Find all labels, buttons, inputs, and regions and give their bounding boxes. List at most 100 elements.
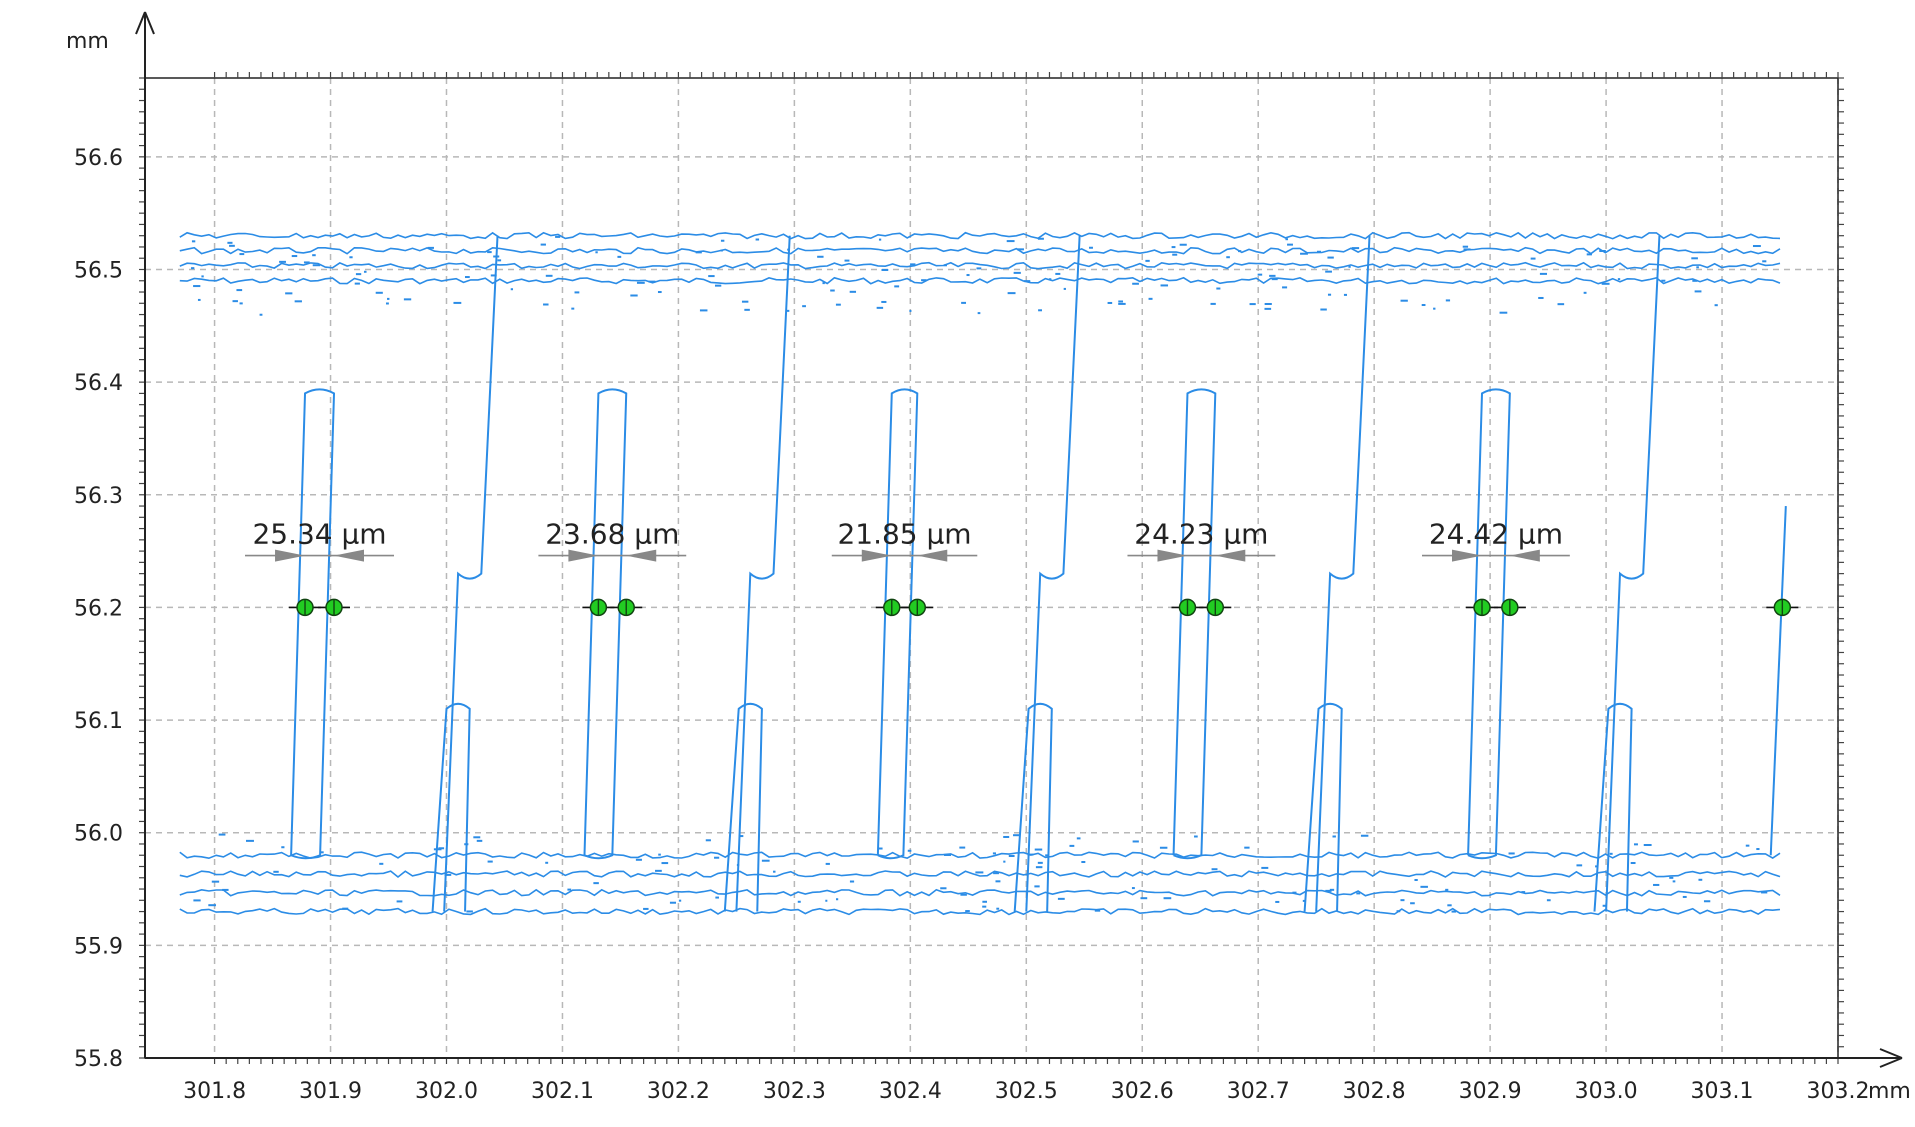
contour-noise [1132, 840, 1139, 843]
contour-noise [1264, 307, 1272, 310]
contour-finger-down [443, 235, 499, 912]
contour-noise [755, 238, 760, 241]
contour-noise [1752, 245, 1761, 248]
contour-noise [844, 259, 850, 262]
contour-noise [1118, 302, 1126, 305]
contour-noise [1633, 843, 1638, 846]
contour-noise [658, 853, 661, 856]
contour-noise [574, 291, 580, 294]
contour-noise [1035, 866, 1043, 869]
contour-top-edge [179, 246, 1781, 255]
contour-noise [894, 285, 900, 288]
contour-tooth [1172, 388, 1217, 860]
contour-noise [1583, 291, 1587, 294]
contour-noise [1538, 296, 1544, 299]
contour-noise [245, 839, 254, 842]
contour-noise [1172, 253, 1178, 256]
contour-noise [1617, 278, 1621, 281]
contour-noise [617, 255, 622, 258]
contour-noise [773, 870, 776, 873]
contour-noise [1530, 257, 1536, 260]
contour-noise [1325, 270, 1332, 273]
contour-noise [396, 900, 403, 903]
contour-noise [1400, 299, 1408, 302]
axes: 301.8 301.9 302.0 302.1 302.2 302.3 302.4 302.5… [74, 11, 1903, 1104]
contour-noise [1669, 876, 1674, 879]
contour-noise [487, 251, 492, 254]
contour-noise [877, 847, 883, 850]
contour-noise [545, 861, 549, 864]
contour-noise [1017, 248, 1024, 251]
contour-noise [1691, 257, 1698, 260]
contour-noise [281, 846, 285, 849]
contour-noise [1325, 889, 1332, 892]
contour-noise [1599, 249, 1606, 252]
contour-noise [510, 288, 514, 291]
contour-noise [375, 291, 383, 294]
contour-noise [761, 859, 770, 862]
contour-noise [294, 300, 302, 303]
contour-noise [545, 274, 553, 277]
contour-noise [1327, 256, 1334, 259]
contour-noise [736, 864, 740, 867]
contour-noise [881, 300, 887, 303]
contour-noise [1447, 904, 1452, 907]
contour-noise [878, 238, 882, 241]
contour-noise [1257, 273, 1263, 276]
x-tick-label: 302.5 [995, 1079, 1058, 1104]
y-tick-label: 56.3 [74, 484, 123, 509]
contour-noise [444, 873, 452, 876]
contour-noise [1094, 909, 1101, 912]
contour-noise [232, 300, 238, 303]
dimension-arrow-left [1452, 549, 1483, 562]
x-tick-label: 303.0 [1575, 1079, 1638, 1104]
contour-noise [944, 853, 952, 856]
contour-noise [836, 898, 839, 901]
contour-noise [1069, 844, 1075, 847]
contour-noise [825, 899, 828, 902]
contour-noise [695, 251, 702, 254]
contour-noise [291, 255, 298, 258]
contour-noise [1249, 303, 1256, 306]
contour-noise [379, 862, 384, 865]
contour-noise [1003, 835, 1010, 838]
x-tick-label: 301.8 [183, 1079, 246, 1104]
contour-noise [1343, 293, 1348, 296]
measurement-label: 24.42 µm [1429, 518, 1563, 551]
dimension-arrow-right [917, 549, 948, 562]
contour-noise [982, 900, 987, 903]
contour-finger-up [431, 702, 471, 912]
contour-bottom-edge [179, 907, 1781, 916]
contour-noise [1013, 834, 1021, 837]
contour-noise [1244, 846, 1250, 849]
contour-noise [259, 313, 263, 316]
contour-noise [1140, 897, 1148, 900]
contour-noise [1420, 885, 1428, 888]
contour-noise [493, 255, 500, 258]
contour-noise [849, 880, 855, 883]
contour-noise [1682, 895, 1687, 898]
contour-noise [966, 274, 970, 277]
contour-noise [1055, 272, 1061, 275]
contour-noise [1145, 259, 1150, 262]
contour-noise [1462, 245, 1469, 248]
contour-noise [1013, 271, 1021, 274]
contour-noise [1261, 866, 1269, 869]
contour-noise [1076, 837, 1081, 840]
contour-noise [1037, 237, 1044, 240]
contour-noise [965, 910, 970, 913]
contour-noise [1410, 902, 1415, 905]
dimension-arrow-right [626, 549, 657, 562]
contour-noise [1118, 300, 1124, 303]
contour-noise [744, 308, 750, 311]
contour-noise [1601, 282, 1610, 285]
contour-tooth [876, 388, 919, 860]
y-tick-label: 56.1 [74, 709, 123, 734]
x-axis-unit-label: mm [1868, 1079, 1911, 1104]
contour-noise [715, 896, 719, 899]
contour-noise [635, 858, 642, 861]
contour-noise [555, 235, 561, 238]
contour-noise [193, 899, 201, 902]
